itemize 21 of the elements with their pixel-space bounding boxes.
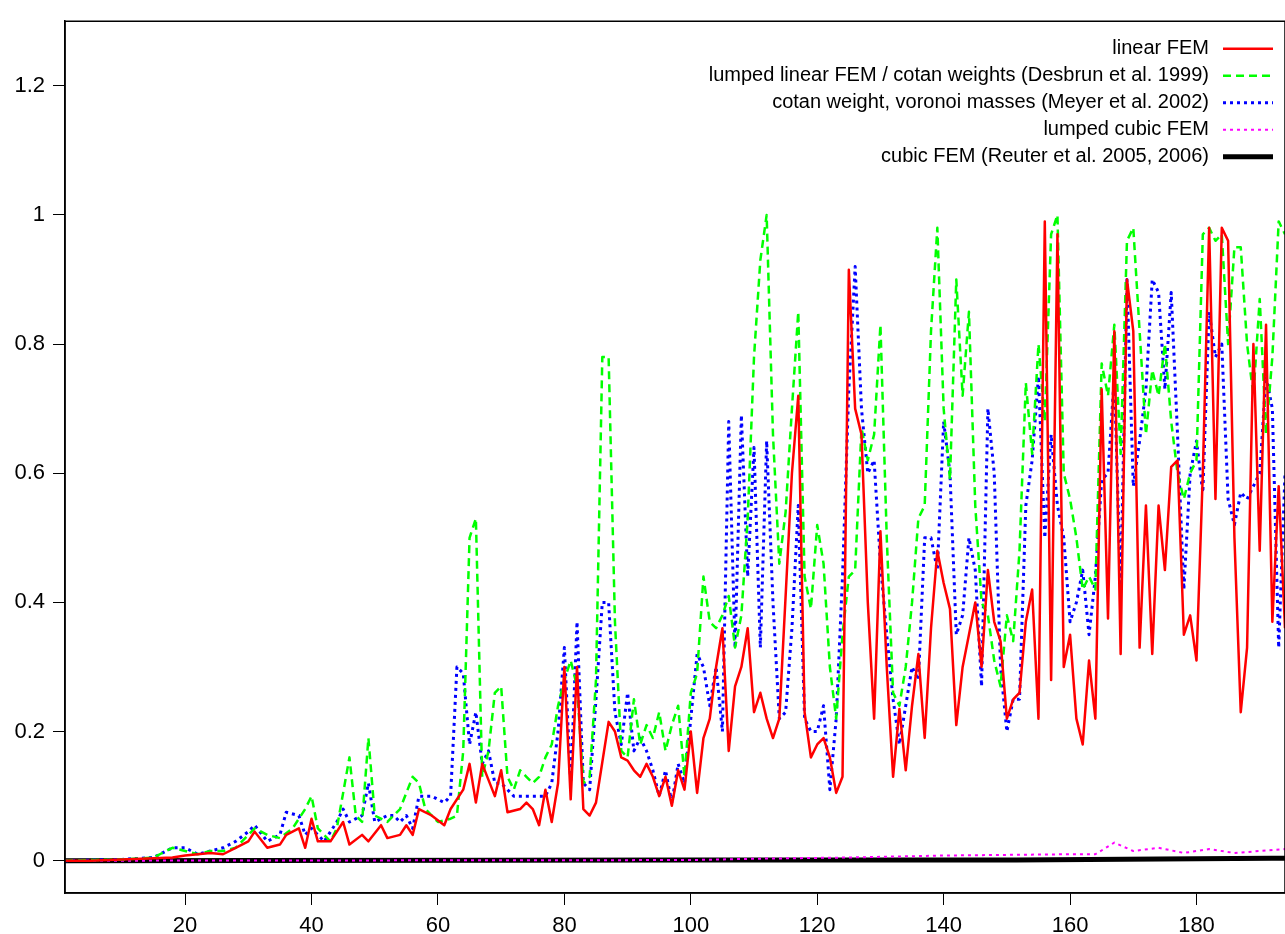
x-tick-label: 140 bbox=[925, 912, 963, 934]
x-tick-label: 120 bbox=[798, 912, 836, 934]
y-tick-label: 0.8 bbox=[14, 330, 45, 356]
legend-label: lumped cubic FEM bbox=[1043, 117, 1209, 140]
y-tick-label: 1.2 bbox=[14, 71, 45, 97]
x-tick-label: 40 bbox=[299, 912, 324, 934]
legend-label: linear FEM bbox=[1112, 36, 1209, 59]
y-tick-label: 0 bbox=[32, 846, 45, 872]
y-tick-label: 0.2 bbox=[14, 717, 45, 743]
x-tick-label: 80 bbox=[552, 912, 577, 934]
x-tick-label: 160 bbox=[1051, 912, 1089, 934]
legend-label: cotan weight, voronoi masses (Meyer et al. 2002) bbox=[772, 90, 1209, 113]
legend-label: cubic FEM (Reuter et al. 2005, 2006) bbox=[881, 144, 1209, 167]
y-tick-label: 0.6 bbox=[14, 459, 45, 485]
legend-label: lumped linear FEM / cotan weights (Desbrun et al. 1999) bbox=[708, 63, 1209, 86]
y-tick-label: 1 bbox=[32, 201, 45, 226]
x-tick-label: 20 bbox=[172, 912, 198, 934]
x-tick-label: 60 bbox=[425, 912, 451, 934]
x-tick-label: 100 bbox=[672, 912, 710, 934]
y-tick-label: 0.4 bbox=[14, 588, 45, 614]
x-tick-label: 180 bbox=[1178, 912, 1215, 934]
